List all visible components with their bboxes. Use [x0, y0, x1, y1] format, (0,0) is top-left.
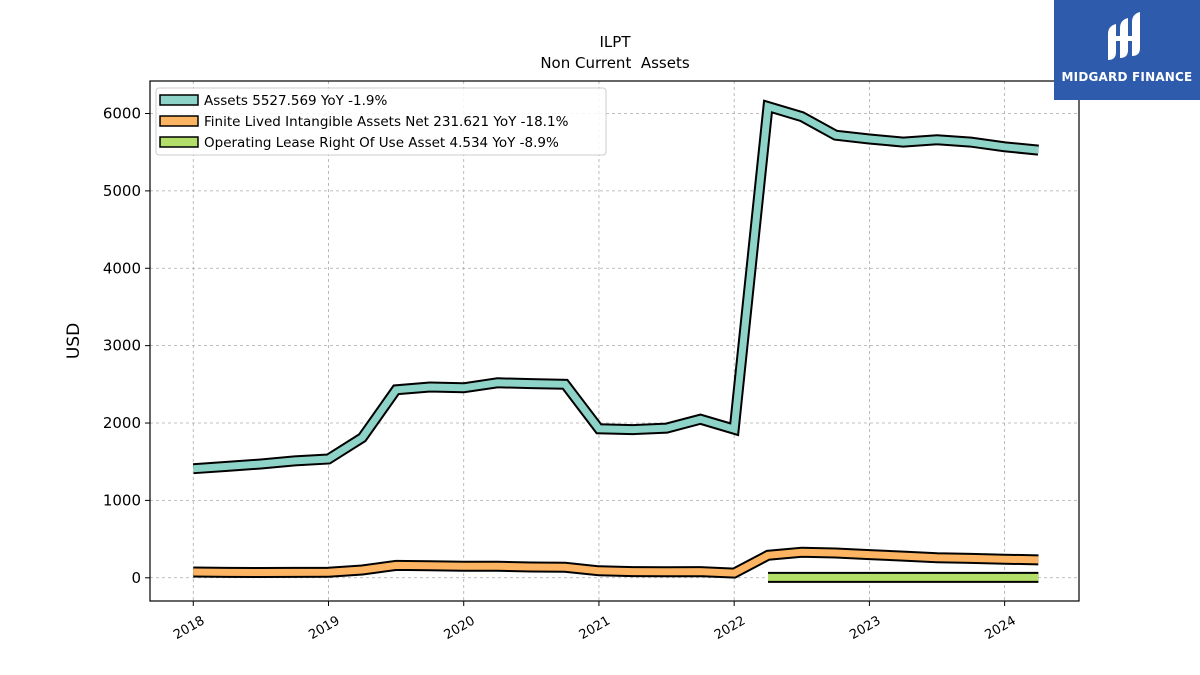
chart-title: ILPT [600, 33, 632, 51]
y-tick-label: 2000 [103, 414, 141, 432]
legend-swatch [159, 136, 199, 148]
x-tick-label: 2018 [171, 613, 207, 643]
y-tick-label: 1000 [103, 491, 141, 509]
y-tick-label: 6000 [103, 105, 141, 123]
x-tick-label: 2020 [442, 613, 478, 643]
x-tick-label: 2022 [712, 613, 748, 643]
legend-label: Finite Lived Intangible Assets Net 231.6… [204, 114, 569, 130]
x-tick-label: 2019 [306, 613, 342, 643]
series-line-0 [193, 101, 1039, 473]
y-tick-label: 5000 [103, 182, 141, 200]
x-tick-label: 2021 [577, 613, 613, 643]
plot-frame [149, 80, 1080, 602]
legend-label: Operating Lease Right Of Use Asset 4.534… [204, 135, 559, 151]
series-line-1 [193, 548, 1039, 577]
legend-label: Assets 5527.569 YoY -1.9% [204, 93, 388, 109]
y-tick-label: 3000 [103, 337, 141, 355]
series-line-outline-0 [192, 99, 1039, 475]
x-tick-label: 2023 [847, 613, 883, 643]
brand-logo-text: MIDGARD FINANCE [1061, 70, 1193, 84]
y-axis-label: USD [64, 323, 84, 359]
legend-swatch [159, 115, 199, 127]
chart-subtitle: Non Current Assets [540, 54, 690, 72]
x-tick-label: 2024 [982, 613, 1018, 643]
y-tick-label: 0 [131, 569, 141, 587]
y-tick-label: 4000 [103, 259, 141, 277]
series-layer [192, 99, 1039, 583]
legend-box [155, 87, 607, 156]
brand-logo-icon [1108, 12, 1140, 60]
brand-logo: MIDGARD FINANCE [1054, 0, 1200, 100]
legend-swatch [159, 94, 199, 106]
grid [150, 81, 1079, 601]
legend: Assets 5527.569 YoY -1.9% Finite Lived In… [155, 87, 607, 156]
